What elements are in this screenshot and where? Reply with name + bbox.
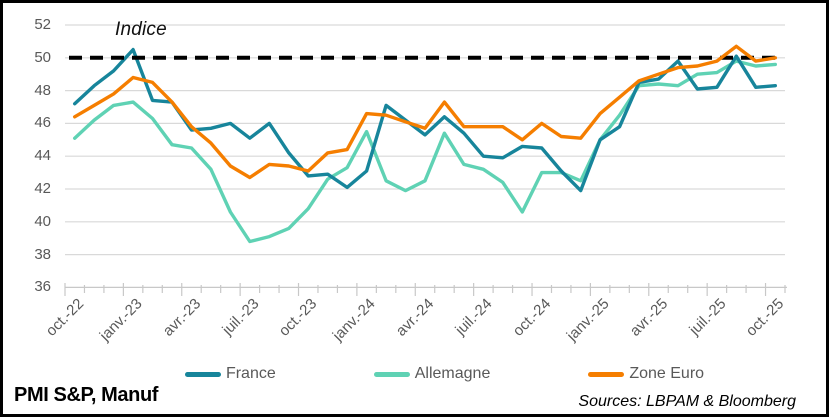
legend-item-zone-euro: Zone Euro — [588, 365, 704, 383]
y-tick-label-36: 36 — [34, 278, 51, 296]
legend-label-allemagne: Allemagne — [414, 365, 491, 382]
series-line-zone-euro — [72, 44, 777, 180]
sources-note: Sources: LBPAM & Bloomberg — [578, 393, 796, 410]
chart-legend: France Allemagne Zone Euro — [63, 362, 826, 386]
y-tick-label-48: 48 — [34, 81, 51, 99]
chart-plot-area — [64, 24, 787, 296]
legend-swatch-allemagne — [373, 371, 410, 377]
y-tick-label-44: 44 — [34, 147, 51, 165]
y-tick-label-40: 40 — [34, 212, 51, 230]
series-line-allemagne — [72, 59, 777, 244]
y-tick-label-42: 42 — [34, 180, 51, 197]
legend-swatch-zone-euro — [588, 371, 625, 377]
y-tick-label-50: 50 — [34, 48, 51, 66]
chart-caption: PMI S&P, Manuf — [14, 384, 159, 406]
legend-item-allemagne: Allemagne — [373, 365, 491, 383]
legend-label-france: France — [225, 365, 276, 382]
legend-label-zone-euro: Zone Euro — [629, 365, 705, 382]
y-tick-label-46: 46 — [34, 114, 51, 132]
chart-title: Indice — [115, 19, 167, 40]
legend-swatch-france — [184, 371, 221, 377]
legend-item-france: France — [184, 365, 276, 383]
y-tick-label-52: 52 — [34, 16, 51, 33]
y-tick-label-38: 38 — [34, 245, 51, 263]
series-line-france — [72, 47, 777, 193]
